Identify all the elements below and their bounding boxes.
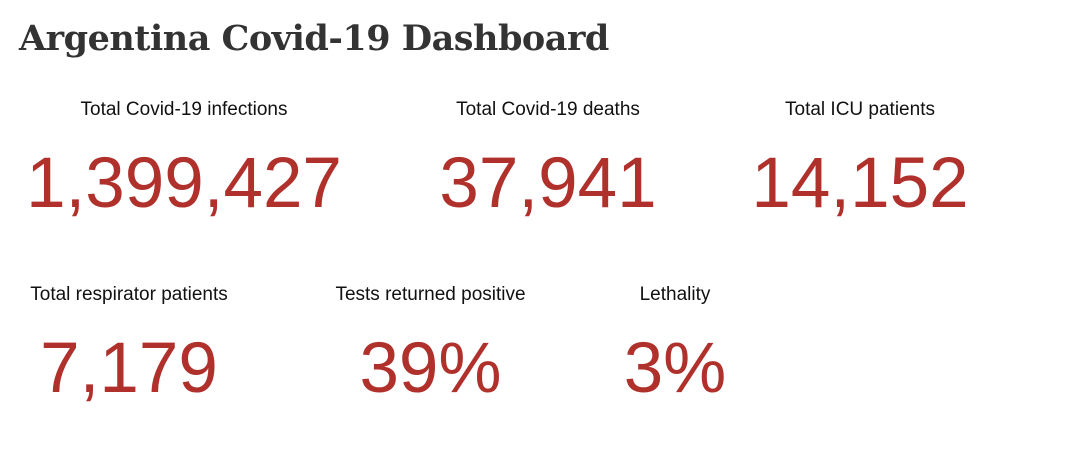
stat-total-deaths: Total Covid-19 deaths 37,941 xyxy=(418,98,678,228)
stat-value: 1,399,427 xyxy=(26,144,342,223)
stat-total-icu-patients: Total ICU patients 14,152 xyxy=(730,98,990,228)
stat-tests-positive: Tests returned positive 39% xyxy=(318,283,543,413)
stat-value: 14,152 xyxy=(751,144,969,223)
page-title: Argentina Covid-19 Dashboard xyxy=(19,18,609,59)
stat-label: Total respirator patients xyxy=(30,284,228,305)
stat-label: Total ICU patients xyxy=(785,99,935,120)
stat-label: Tests returned positive xyxy=(335,284,526,305)
stat-lethality: Lethality 3% xyxy=(600,283,750,413)
stat-total-respirator-patients: Total respirator patients 7,179 xyxy=(14,283,244,413)
stat-value: 7,179 xyxy=(40,329,218,408)
stat-label: Total Covid-19 infections xyxy=(80,99,288,120)
stat-value: 39% xyxy=(359,329,502,408)
stat-label: Total Covid-19 deaths xyxy=(456,99,640,120)
stat-label: Lethality xyxy=(639,284,711,305)
stat-value: 37,941 xyxy=(439,144,657,223)
stat-value: 3% xyxy=(623,329,727,408)
stat-total-infections: Total Covid-19 infections 1,399,427 xyxy=(19,98,349,228)
